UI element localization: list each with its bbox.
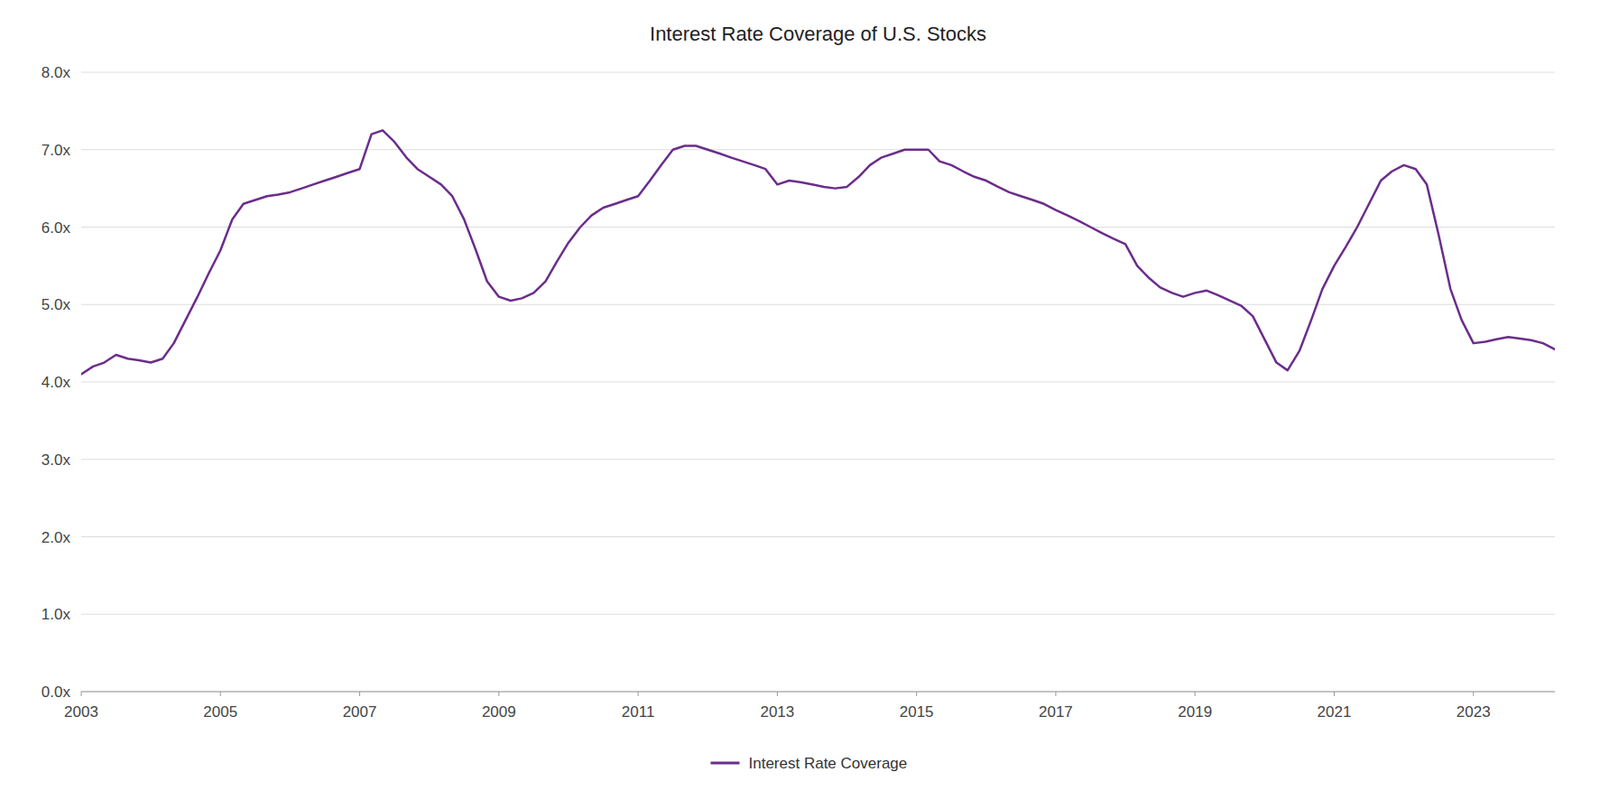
grid-line [81,148,1555,150]
x-tick-label: 2011 [621,702,656,721]
x-tick-label: 2009 [481,702,517,721]
x-tick-mark [498,691,500,696]
y-tick-label: 5.0x [41,295,72,314]
x-tick-mark [915,691,917,696]
y-tick-label: 2.0x [41,528,72,546]
x-tick-label: 2007 [342,702,378,721]
x-tick-label: 2021 [1317,702,1352,721]
x-tick-mark [1054,691,1056,696]
x-tick-mark [638,691,639,696]
x-ticks: 2003 2005 2007 2009 2011 2013 2015 2017 2019 2021… [64,691,1491,721]
plot-area [81,129,1555,374]
x-tick-mark [776,691,778,696]
legend-swatch [711,761,740,765]
x-tick-label: 2003 [64,702,99,721]
y-tick-label: 7.0x [41,141,72,159]
grid-line [81,536,1555,537]
x-tick-mark [1194,691,1196,696]
y-tick-label: 6.0x [41,219,72,237]
grid-line [81,72,1555,74]
y-tick-label: 0.0x [41,683,72,701]
x-tick-mark [1472,691,1474,696]
y-tick-label: 4.0x [41,373,72,391]
y-tick-label: 3.0x [41,451,72,469]
grid-line [81,304,1555,306]
series-line [81,129,1555,374]
legend: Interest Rate Coverage [711,754,908,772]
y-tick-label: 8.0x [41,64,72,82]
grid-line [81,226,1555,228]
x-tick-mark [359,691,361,696]
x-tick-label: 2017 [1038,702,1073,721]
legend-label: Interest Rate Coverage [749,754,908,772]
y-tick-label: 1.0x [41,605,72,623]
x-tick-mark [81,691,83,696]
x-tick-mark [1333,691,1335,696]
grid-line [81,458,1555,460]
grid-line [81,613,1555,615]
x-tick-label: 2013 [759,702,795,721]
x-tick-label: 2005 [203,702,238,721]
x-tick-mark [220,691,222,696]
title: Interest Rate Coverage of U.S. Stocks [649,22,987,46]
grid-line [81,381,1555,383]
y-grid [81,72,1555,692]
x-tick-label: 2015 [899,702,935,721]
x-tick-label: 2019 [1177,702,1212,721]
y-tick-labels: 0.0x 1.0x 2.0x 3.0x 4.0x 5.0x 6.0x 7.0x 8.0x [41,64,72,701]
x-tick-label: 2023 [1456,702,1491,721]
chart: Interest Rate Coverage of U.S. Stocks 0.0… [0,0,1600,800]
